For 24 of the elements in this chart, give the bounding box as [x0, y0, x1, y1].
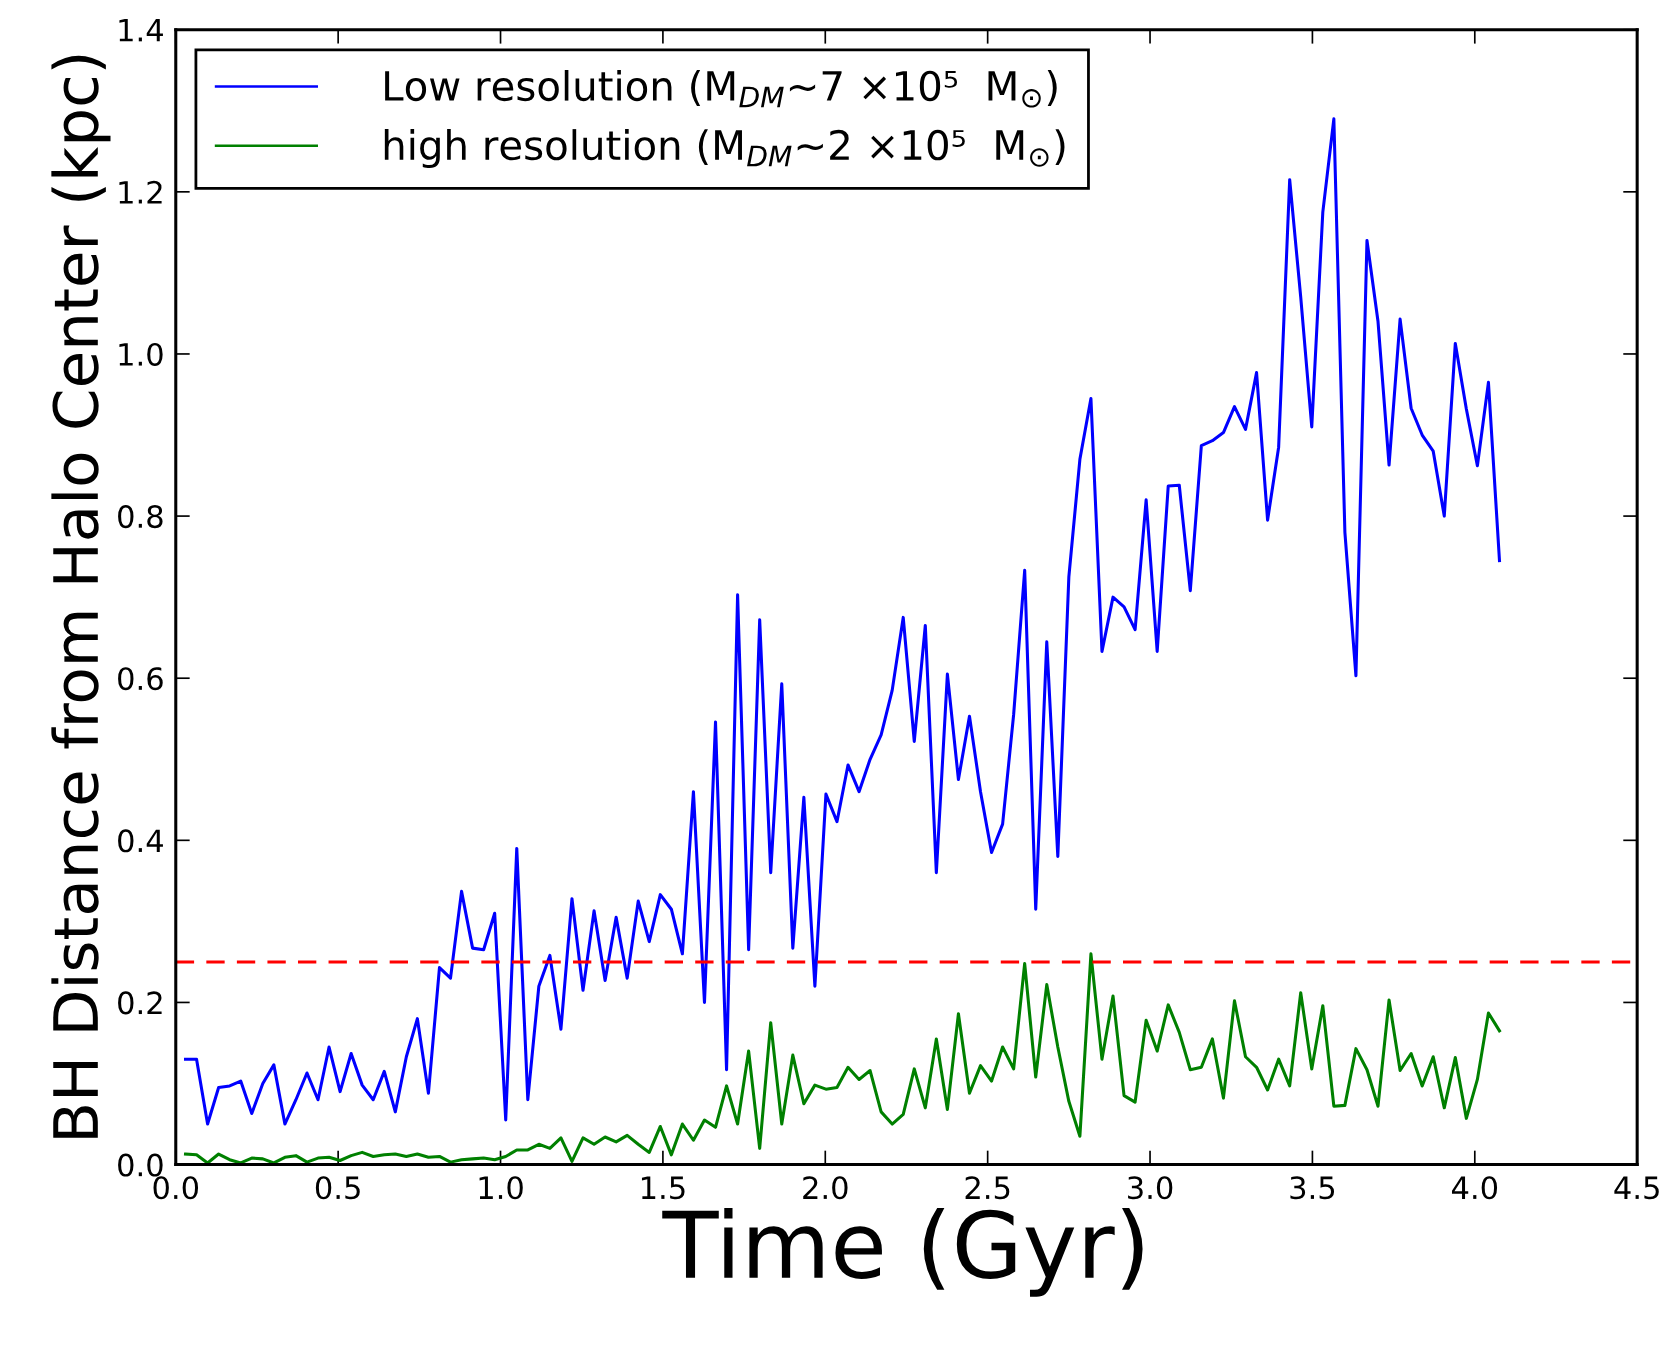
x-tick-label: 3.0	[1128, 1176, 1173, 1200]
line-series	[183, 117, 1502, 1126]
y-tick-label: 1.0	[119, 342, 163, 367]
y-tick-label: 1.4	[119, 19, 163, 42]
x-tick-label: 2.0	[803, 1176, 848, 1200]
x-tick-label: 2.5	[965, 1176, 1010, 1200]
x-tick-label: 0.0	[153, 1176, 199, 1200]
y-tick-label: 0.6	[118, 667, 163, 691]
x-tick-label: 3.5	[1290, 1176, 1335, 1200]
legend-label: high resolution (M$_{DM}$∼2 ×10⁵ M$_{⊙}$)	[384, 129, 1065, 169]
x-tick-label: 4.0	[1451, 1176, 1498, 1200]
x-axis-title: Time (Gyr)	[662, 1208, 1143, 1297]
x-tick-label: 1.0	[479, 1176, 523, 1200]
y-tick-label: 1.2	[119, 180, 162, 204]
y-tick-label: 0.4	[118, 829, 163, 853]
x-tick-label: 1.5	[641, 1176, 685, 1200]
legend-label: Low resolution (M$_{DM}$∼7 ×10⁵ M$_{⊙}$)	[385, 69, 1057, 108]
line-series	[183, 952, 1502, 1165]
y-tick-label: 0.8	[118, 505, 163, 529]
y-tick-label: 0.2	[118, 991, 162, 1015]
y-axis-title: BH Distance from Halo Center (kpc)	[51, 55, 111, 1138]
y-tick-label: 0.0	[118, 1153, 163, 1177]
x-tick-label: 4.5	[1614, 1176, 1659, 1200]
x-tick-label: 0.5	[315, 1176, 360, 1200]
